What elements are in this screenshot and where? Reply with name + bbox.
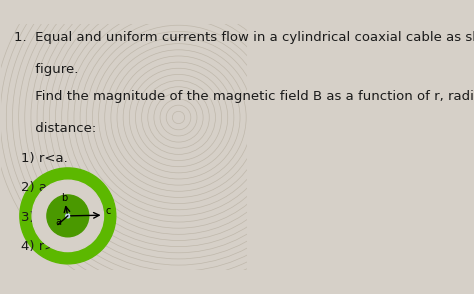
Text: distance:: distance:	[14, 122, 96, 136]
Circle shape	[66, 214, 70, 218]
Text: b: b	[61, 193, 67, 203]
Text: 1) r<a.: 1) r<a.	[21, 152, 68, 165]
Text: Find the magnitude of the magnetic field B as a function of r, radial: Find the magnitude of the magnetic field…	[14, 91, 474, 103]
Circle shape	[20, 168, 116, 264]
Circle shape	[47, 195, 89, 237]
Text: 3) b<r<c,: 3) b<r<c,	[21, 211, 87, 224]
Text: 4) r>c.: 4) r>c.	[21, 240, 67, 253]
Circle shape	[32, 180, 103, 252]
Text: c: c	[105, 206, 110, 216]
Text: 1.  Equal and uniform currents flow in a cylindrical coaxial cable as shown in: 1. Equal and uniform currents flow in a …	[14, 31, 474, 44]
Text: a: a	[55, 217, 61, 227]
Text: 2) a<r<b,: 2) a<r<b,	[21, 181, 87, 194]
Text: figure.: figure.	[14, 63, 78, 76]
